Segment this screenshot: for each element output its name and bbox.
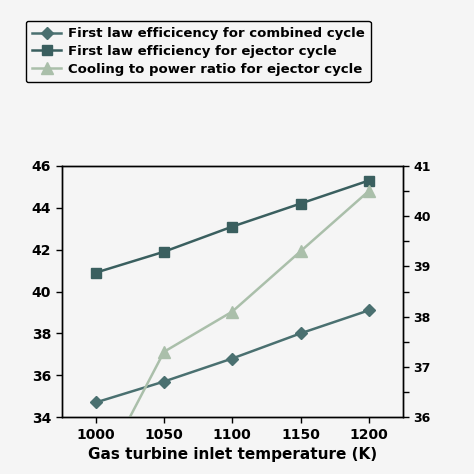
X-axis label: Gas turbine inlet temperature (K): Gas turbine inlet temperature (K) — [88, 447, 377, 462]
Line: Cooling to power ratio for ejector cycle: Cooling to power ratio for ejector cycle — [90, 185, 374, 474]
Cooling to power ratio for ejector cycle — [366, 188, 372, 194]
First law efficicency for combined cycle — [93, 400, 99, 405]
Cooling to power ratio for ejector cycle — [298, 248, 303, 254]
First law efficiency for ejector cycle — [161, 249, 167, 255]
Legend: First law efficicency for combined cycle, First law efficiency for ejector cycle: First law efficicency for combined cycle… — [26, 21, 371, 82]
First law efficiency for ejector cycle — [298, 201, 303, 206]
First law efficiency for ejector cycle — [366, 178, 372, 183]
Line: First law efficiency for ejector cycle: First law efficiency for ejector cycle — [91, 176, 374, 278]
Cooling to power ratio for ejector cycle — [229, 309, 235, 314]
First law efficiency for ejector cycle — [93, 270, 99, 275]
First law efficicency for combined cycle — [366, 308, 372, 313]
Line: First law efficicency for combined cycle: First law efficicency for combined cycle — [91, 306, 373, 407]
First law efficicency for combined cycle — [161, 379, 167, 384]
First law efficicency for combined cycle — [298, 330, 303, 336]
First law efficicency for combined cycle — [229, 356, 235, 361]
First law efficiency for ejector cycle — [229, 224, 235, 229]
Cooling to power ratio for ejector cycle — [161, 349, 167, 355]
